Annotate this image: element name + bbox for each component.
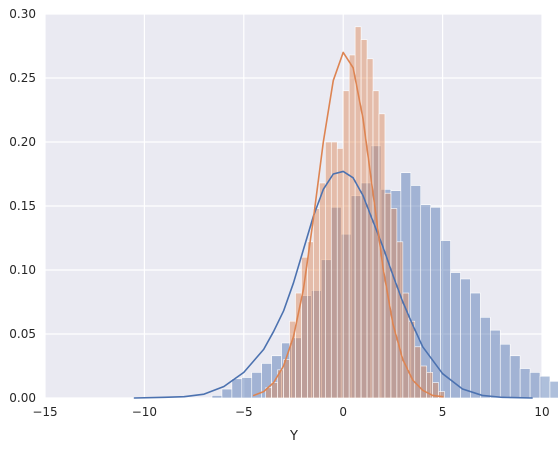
histogram-bar [414, 346, 422, 399]
histogram-bar [307, 241, 314, 399]
histogram-bar [480, 317, 491, 399]
histogram-bar [408, 320, 416, 399]
kde-line [252, 51, 444, 398]
x-tick-label: −15 [32, 405, 57, 419]
histogram-bar [470, 292, 481, 399]
histogram-bar [342, 90, 350, 399]
y-tick-label: 0.25 [9, 71, 36, 85]
x-tick-label: 5 [439, 405, 447, 419]
kde-curves [133, 51, 533, 399]
y-tick-label: 0.20 [9, 135, 36, 149]
histogram-bar [241, 377, 253, 399]
histogram-bar [432, 382, 439, 399]
histogram-bar [231, 378, 243, 399]
histogram-bar [211, 395, 223, 399]
histogram-bar [539, 375, 551, 399]
x-tick-labels: −15 −10 −5 0 5 10 [32, 405, 549, 419]
histogram-bar [420, 365, 427, 399]
x-tick-label: 10 [534, 405, 549, 419]
histogram-bar [221, 388, 233, 399]
histogram-bars [211, 26, 558, 399]
histogram-bar [529, 372, 541, 399]
histogram-bar [390, 208, 398, 399]
histogram-bar [360, 39, 368, 399]
histogram-bar [396, 241, 404, 399]
histogram-bar [440, 240, 451, 399]
histogram-bar [509, 355, 521, 399]
x-tick-label: −10 [132, 405, 157, 419]
histogram-bar [313, 208, 320, 399]
y-tick-label: 0.00 [9, 391, 36, 405]
histogram-bar [450, 272, 461, 399]
histogram-bar [499, 343, 511, 399]
histogram-bar [336, 148, 344, 399]
histogram-bar [490, 329, 501, 399]
histogram-bar [372, 90, 380, 399]
x-tick-label: −5 [235, 405, 253, 419]
y-tick-label: 0.15 [9, 199, 36, 213]
x-tick-label: 0 [339, 405, 347, 419]
y-tick-label: 0.05 [9, 327, 36, 341]
histogram-bar [366, 58, 374, 399]
x-axis-label: Y [289, 429, 298, 444]
histogram-bar [319, 182, 326, 399]
histogram-bar [460, 278, 471, 399]
kde-line [133, 170, 533, 399]
histogram-bar [271, 382, 278, 399]
y-tick-labels: 0.00 0.05 0.10 0.15 0.20 0.25 0.30 [9, 7, 36, 405]
histogram-bar [519, 368, 531, 399]
histogram-bar [549, 381, 558, 399]
histogram-bar [330, 141, 338, 399]
grid [44, 13, 543, 399]
histogram-bar [438, 391, 445, 399]
y-tick-label: 0.10 [9, 263, 36, 277]
histogram-bar [348, 54, 356, 399]
y-tick-label: 0.30 [9, 7, 36, 21]
histogram-bar [295, 292, 302, 399]
